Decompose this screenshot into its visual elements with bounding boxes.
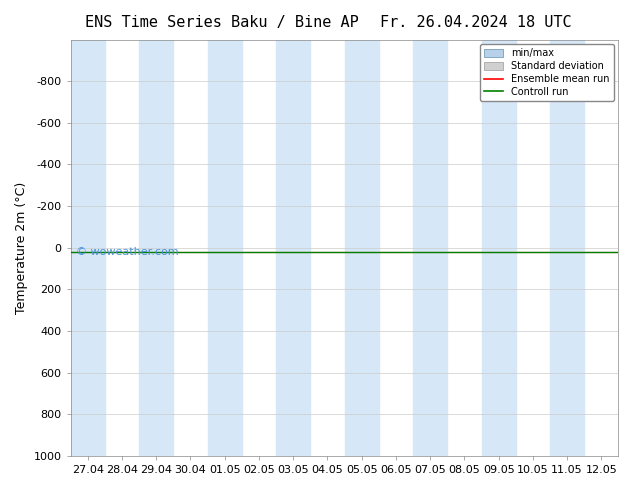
Bar (207, 40, 242, 456)
Y-axis label: Temperature 2m (°C): Temperature 2m (°C) (15, 182, 28, 314)
Text: © woweather.com: © woweather.com (76, 247, 179, 257)
Bar (70, 40, 105, 456)
Bar (276, 40, 310, 456)
Legend: min/max, Standard deviation, Ensemble mean run, Controll run: min/max, Standard deviation, Ensemble me… (480, 45, 614, 101)
Bar (550, 40, 585, 456)
Bar (481, 40, 515, 456)
Text: ENS Time Series Baku / Bine AP: ENS Time Series Baku / Bine AP (85, 15, 359, 30)
Bar (344, 40, 378, 456)
Bar (139, 40, 173, 456)
Bar (413, 40, 447, 456)
Text: Fr. 26.04.2024 18 UTC: Fr. 26.04.2024 18 UTC (380, 15, 571, 30)
